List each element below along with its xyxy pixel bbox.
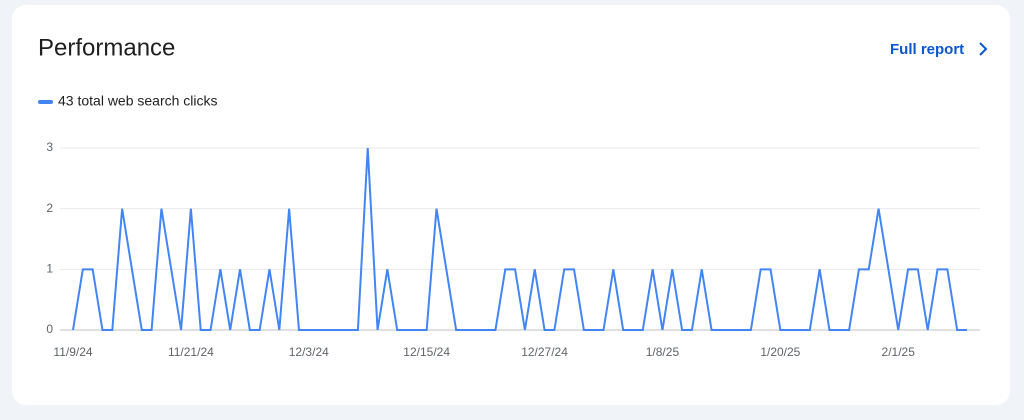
legend-label: 43 total web search clicks (58, 93, 218, 109)
y-tick-label: 0 (46, 322, 53, 336)
x-tick-label: 12/3/24 (289, 345, 329, 359)
x-tick-label: 12/15/24 (403, 345, 450, 359)
y-tick-label: 1 (46, 262, 53, 276)
x-tick-label: 1/20/25 (760, 345, 800, 359)
x-tick-label: 2/1/25 (882, 345, 916, 359)
full-report-link[interactable]: Full report (890, 41, 964, 58)
y-tick-label: 2 (46, 201, 53, 215)
clicks-line (72, 147, 967, 331)
x-tick-label: 11/9/24 (53, 345, 92, 359)
card-background (12, 5, 1010, 405)
y-tick-label: 3 (46, 140, 53, 154)
x-tick-label: 12/27/24 (521, 345, 568, 359)
chevron-icon[interactable] (979, 42, 988, 56)
card-title: Performance (38, 34, 175, 61)
x-tick-label: 11/21/24 (168, 345, 214, 359)
x-tick-label: 1/8/25 (646, 345, 680, 359)
